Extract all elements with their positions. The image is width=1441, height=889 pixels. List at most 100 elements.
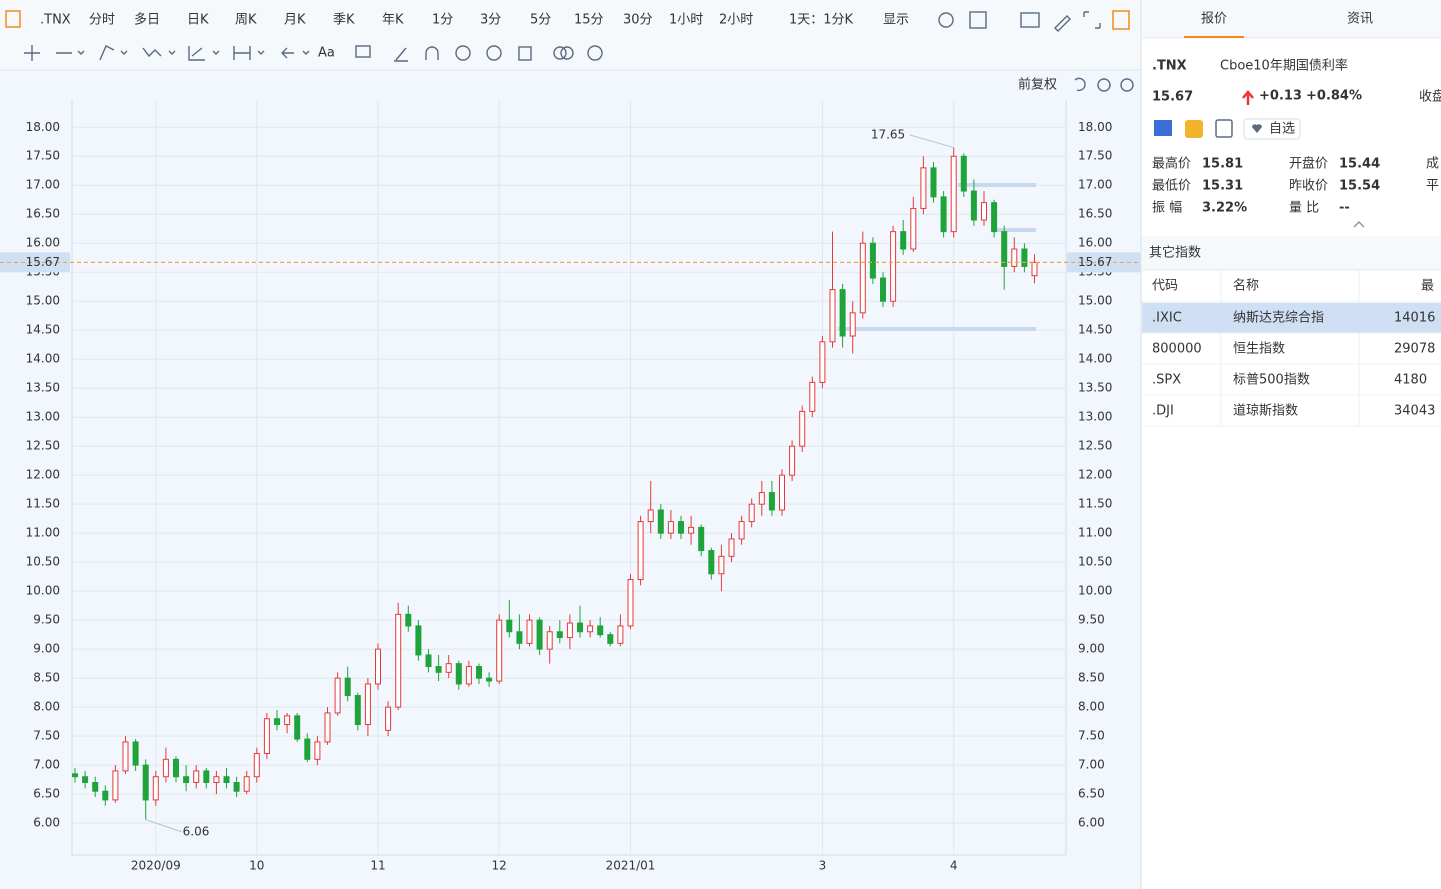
period-tab[interactable]: 月K <box>284 13 306 28</box>
line-tool[interactable] <box>56 50 85 55</box>
stat-label: 振 幅 <box>1152 201 1182 216</box>
row-name[interactable]: 道琼斯指数 <box>1233 404 1298 419</box>
move-tool[interactable] <box>24 45 40 61</box>
y-tick-label: 8.50 <box>33 671 60 685</box>
row-code[interactable]: .SPX <box>1152 373 1181 388</box>
period-tab[interactable]: 季K <box>333 13 355 28</box>
y2-tick-label: 10.00 <box>1078 584 1112 598</box>
compare-tool[interactable] <box>553 46 567 60</box>
y-tick-label: 7.00 <box>33 758 60 772</box>
settings-tool[interactable] <box>587 45 603 61</box>
tab[interactable]: 资讯 <box>1347 12 1373 27</box>
period-tab[interactable]: 显示 <box>883 13 909 28</box>
layout-icon[interactable] <box>5 10 21 28</box>
trend-tool[interactable] <box>99 45 128 61</box>
candle-body <box>435 666 442 673</box>
stat-label: 昨收价 <box>1289 179 1328 194</box>
y-tick-label: 13.00 <box>26 410 60 424</box>
sync-tool[interactable] <box>455 45 471 61</box>
candle-body <box>314 741 321 760</box>
drawing-toolbar <box>0 38 1141 70</box>
period-tab[interactable]: 日K <box>187 13 209 28</box>
hide-tool[interactable] <box>486 45 502 61</box>
column-header: 最 <box>1421 279 1434 294</box>
magnet-tool[interactable] <box>425 46 439 60</box>
candle-body <box>395 613 402 708</box>
camera-icon[interactable] <box>1020 12 1040 28</box>
zoom-out[interactable] <box>1097 78 1111 92</box>
period-toolbar <box>0 0 1141 38</box>
y2-tick-label: 12.50 <box>1078 439 1112 453</box>
candle-body <box>304 738 311 760</box>
stat-label: 最低价 <box>1152 179 1191 194</box>
drawing-tools <box>24 10 1134 92</box>
row-code[interactable]: .IXIC <box>1152 311 1182 326</box>
y-tick-label: 14.00 <box>26 352 60 366</box>
row-name[interactable]: 纳斯达克综合指 <box>1233 311 1324 326</box>
candle-body <box>728 538 735 557</box>
zoom-in[interactable] <box>1120 78 1134 92</box>
pen-tool[interactable] <box>394 47 408 62</box>
candle-body <box>203 770 210 784</box>
y-tick-label: 16.00 <box>26 236 60 250</box>
row-price: 29078 <box>1394 342 1435 357</box>
arrow-tool[interactable] <box>281 47 310 59</box>
period-tab[interactable]: 15分 <box>574 13 604 28</box>
row-code[interactable]: 800000 <box>1152 342 1202 357</box>
period-tab[interactable]: 多日 <box>134 12 160 28</box>
note-icon[interactable] <box>1215 119 1233 138</box>
y2-tick-label: 10.50 <box>1078 555 1112 569</box>
last-price-tag <box>1067 252 1141 273</box>
period-tab[interactable]: 1天：1分K <box>789 13 854 28</box>
measure-tool[interactable] <box>233 46 265 60</box>
period-tab[interactable]: 1分 <box>432 13 453 28</box>
reset-icon[interactable] <box>1074 77 1086 92</box>
candle-body <box>233 782 240 792</box>
font-tool[interactable]: Aa <box>318 46 335 61</box>
row-name[interactable]: 恒生指数 <box>1233 342 1285 357</box>
collapse-icon[interactable] <box>1353 220 1365 228</box>
stat-label: 量 比 <box>1289 201 1319 216</box>
y2-tick-label: 17.00 <box>1078 178 1112 192</box>
y-tick-label: 11.00 <box>26 526 60 540</box>
wave-tool[interactable] <box>142 47 176 58</box>
stat-value: 3.22% <box>1202 201 1247 216</box>
y-tick-label: 14.50 <box>26 323 60 337</box>
y-tick-label: 16.50 <box>26 207 60 221</box>
candle-body <box>779 474 785 511</box>
note-tool[interactable] <box>355 45 371 58</box>
period-tab[interactable]: 1小时 <box>669 13 703 28</box>
row-code[interactable]: .DJI <box>1152 404 1174 419</box>
period-tab[interactable]: 30分 <box>623 13 653 28</box>
panel-toggle[interactable] <box>1112 10 1130 30</box>
compare-tool-b[interactable] <box>560 46 574 60</box>
settings-icon[interactable] <box>938 12 954 28</box>
quote-change-pct: +0.84% <box>1306 89 1362 104</box>
watch-label[interactable]: 自选 <box>1269 122 1295 137</box>
tab[interactable]: 报价 <box>1201 12 1227 27</box>
fullscreen-icon[interactable] <box>1083 11 1101 29</box>
y-tick-label: 17.50 <box>26 149 60 163</box>
candle-body <box>496 619 503 682</box>
symbol-tab[interactable]: .TNX <box>40 13 71 28</box>
period-tab[interactable]: 5分 <box>530 13 551 28</box>
period-tab[interactable]: 分时 <box>89 13 115 28</box>
delete-tool[interactable] <box>518 46 532 61</box>
y-tick-label: 13.50 <box>26 381 60 395</box>
low-leader <box>145 819 183 833</box>
adjust-mode[interactable]: 前复权 <box>1018 77 1057 93</box>
window-icon[interactable] <box>969 11 987 29</box>
fib-tool[interactable] <box>188 46 220 61</box>
period-tab[interactable]: 3分 <box>480 13 501 28</box>
pen-icon[interactable] <box>1054 15 1071 32</box>
period-tab[interactable]: 周K <box>235 13 257 28</box>
high-leader <box>909 134 954 149</box>
candle-body <box>546 631 553 650</box>
candle-body <box>263 718 270 755</box>
period-tab[interactable]: 年K <box>382 13 404 28</box>
period-tab[interactable]: 2小时 <box>719 13 753 28</box>
watch-button[interactable] <box>1243 118 1301 140</box>
stat-value: 15.44 <box>1339 157 1380 172</box>
row-name[interactable]: 标普500指数 <box>1233 373 1310 388</box>
candle-body <box>748 503 755 523</box>
